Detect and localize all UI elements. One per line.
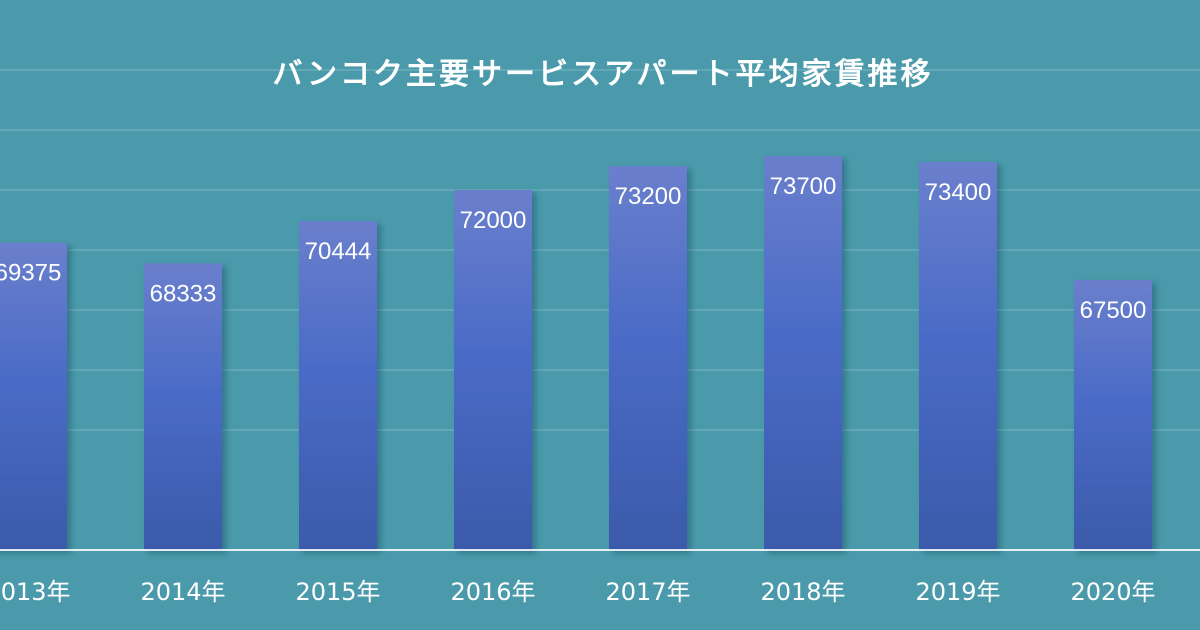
- value-label: 70444: [305, 238, 372, 265]
- x-tick-label: 2018年: [760, 578, 845, 606]
- bar: [764, 156, 842, 550]
- x-tick-label: 2015年: [295, 578, 380, 606]
- bar: [1074, 280, 1152, 550]
- bar: [144, 263, 222, 550]
- bar: [299, 221, 377, 550]
- value-label: 73700: [770, 173, 837, 200]
- bar: [0, 242, 67, 550]
- bar: [919, 162, 997, 550]
- x-tick-label: 2014年: [140, 578, 225, 606]
- bars: [0, 156, 1152, 550]
- value-label: 69375: [0, 260, 61, 287]
- x-tick-label: 2016年: [450, 578, 535, 606]
- value-label: 67500: [1080, 297, 1147, 324]
- value-label: 73400: [925, 179, 992, 206]
- value-labels: 69375 68333 70444 72000 73200 73700 73400 67500: [0, 173, 1146, 324]
- value-label: 68333: [150, 280, 217, 307]
- x-tick-labels: 2013年 2014年 2015年 2016年 2017年 2018年 2019年 2020年: [0, 578, 1156, 606]
- bar: [454, 190, 532, 550]
- x-tick-label: 2017年: [605, 578, 690, 606]
- x-tick-label: 2013年: [0, 578, 71, 606]
- x-tick-label: 2020年: [1070, 578, 1155, 606]
- bar: [609, 166, 687, 550]
- x-tick-label: 2019年: [915, 578, 1000, 606]
- value-label: 73200: [615, 183, 682, 210]
- value-label: 72000: [460, 207, 527, 234]
- chart-title: バンコク主要サービスアパート平均家賃推移: [273, 57, 934, 92]
